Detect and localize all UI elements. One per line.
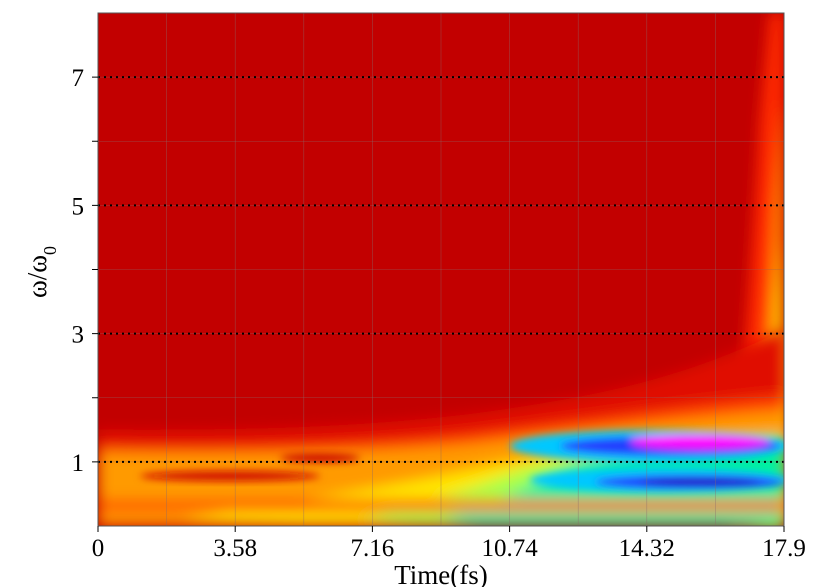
x-tick-label: 17.9 <box>762 535 806 562</box>
x-tick-label: 14.32 <box>619 535 675 562</box>
y-axis: 1 3 5 7 <box>72 65 98 477</box>
y-tick-label: 3 <box>72 322 85 349</box>
y-tick-label: 5 <box>72 193 85 220</box>
dark-streaks <box>140 454 360 481</box>
x-tick-label: 7.16 <box>351 535 395 562</box>
x-tick-label: 3.58 <box>213 535 257 562</box>
x-axis-title: Time(fs) <box>394 560 488 587</box>
y-tick-label: 7 <box>72 65 85 92</box>
y-axis-title: ω/ω0 <box>22 246 60 298</box>
x-tick-label: 10.74 <box>481 535 538 562</box>
x-axis: 0 3.58 7.16 10.74 14.32 17.9 <box>92 526 806 562</box>
x-tick-label: 0 <box>92 535 105 562</box>
y-tick-label: 1 <box>72 450 85 477</box>
